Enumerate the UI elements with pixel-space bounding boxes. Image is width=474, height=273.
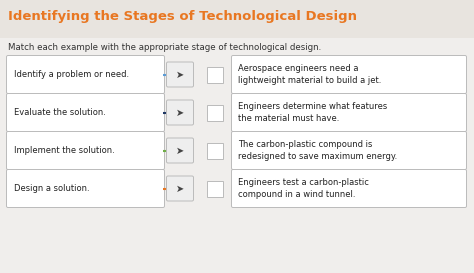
FancyBboxPatch shape xyxy=(7,170,164,207)
Text: Design a solution.: Design a solution. xyxy=(14,184,90,193)
Text: Evaluate the solution.: Evaluate the solution. xyxy=(14,108,106,117)
Text: Match each example with the appropriate stage of technological design.: Match each example with the appropriate … xyxy=(8,43,321,52)
FancyBboxPatch shape xyxy=(231,55,466,93)
FancyBboxPatch shape xyxy=(166,138,193,163)
FancyBboxPatch shape xyxy=(7,132,164,170)
Text: Engineers test a carbon-plastic
compound in a wind tunnel.: Engineers test a carbon-plastic compound… xyxy=(238,178,369,199)
FancyBboxPatch shape xyxy=(231,132,466,170)
Text: Engineers determine what features
the material must have.: Engineers determine what features the ma… xyxy=(238,102,387,123)
Bar xyxy=(207,143,223,159)
Bar xyxy=(207,180,223,197)
FancyBboxPatch shape xyxy=(166,62,193,87)
Text: ➤: ➤ xyxy=(176,146,184,156)
FancyBboxPatch shape xyxy=(166,176,193,201)
Text: Identify a problem or need.: Identify a problem or need. xyxy=(14,70,129,79)
Text: Identifying the Stages of Technological Design: Identifying the Stages of Technological … xyxy=(8,10,357,23)
Text: ➤: ➤ xyxy=(176,108,184,117)
FancyBboxPatch shape xyxy=(166,100,193,125)
FancyBboxPatch shape xyxy=(7,93,164,132)
FancyBboxPatch shape xyxy=(231,93,466,132)
Text: Aerospace engineers need a
lightweight material to build a jet.: Aerospace engineers need a lightweight m… xyxy=(238,64,382,85)
Text: ➤: ➤ xyxy=(176,70,184,79)
FancyBboxPatch shape xyxy=(7,55,164,93)
Bar xyxy=(207,67,223,82)
Text: The carbon-plastic compound is
redesigned to save maximum energy.: The carbon-plastic compound is redesigne… xyxy=(238,140,397,161)
Text: Implement the solution.: Implement the solution. xyxy=(14,146,115,155)
Text: ➤: ➤ xyxy=(176,183,184,194)
Bar xyxy=(0,0,474,38)
FancyBboxPatch shape xyxy=(231,170,466,207)
Bar xyxy=(207,105,223,120)
